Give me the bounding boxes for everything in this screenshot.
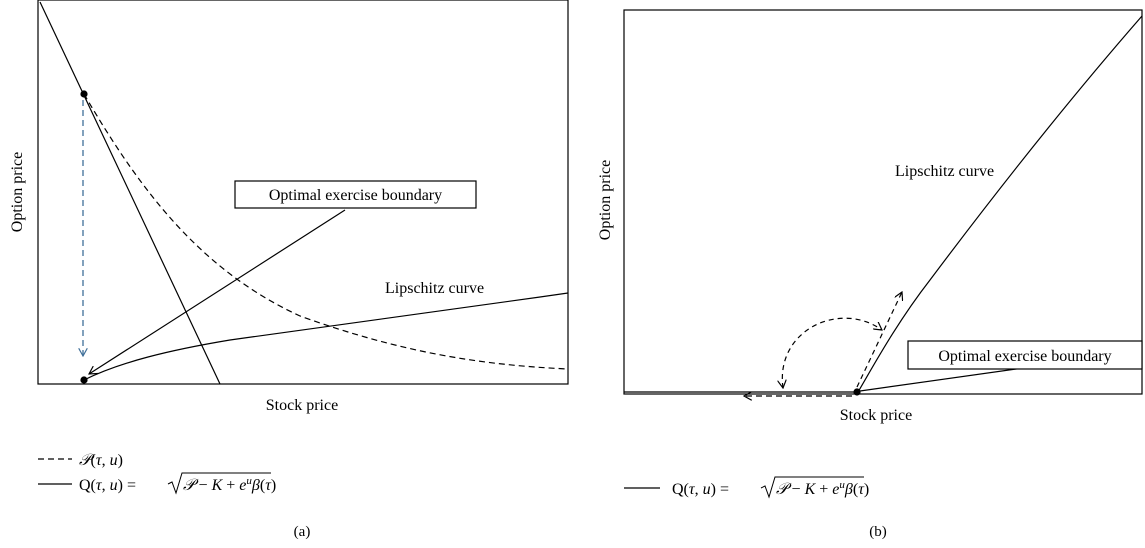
svg-text:𝒫 − K + euβ(τ): 𝒫 − K + euβ(τ) [776, 479, 869, 498]
legend-a-dashed-label: 𝒫(τ, u) [79, 450, 123, 469]
panel-a-frame [37, 0, 569, 385]
svg-text:𝒫 − K + euβ(τ): 𝒫 − K + euβ(τ) [183, 475, 276, 494]
y-axis-label-a: Option price [9, 152, 26, 232]
option-price-dashed-curve [83, 93, 569, 370]
y-axis-label-b: Option price [597, 160, 614, 240]
panel-a: Optimal exercise boundary Lipschitz curv… [9, 0, 569, 414]
dashed-up-arrow [856, 292, 902, 388]
caption-b: (b) [869, 524, 887, 540]
boundary-label-box-b [907, 340, 1143, 370]
bottom-point [80, 376, 88, 384]
boundary-pointer-b [859, 366, 1031, 392]
legend-b-solid-label: Q(τ, u) = 𝒫 − K + euβ(τ) [672, 476, 869, 499]
boundary-pointer-a [89, 209, 346, 374]
steep-line [39, 1, 221, 385]
legend-b: Q(τ, u) = 𝒫 − K + euβ(τ) (b) [624, 476, 887, 540]
svg-text:Q(τ, u) =: Q(τ, u) = [672, 481, 729, 498]
lipschitz-curve-a [83, 292, 569, 381]
boundary-label-box-a [234, 180, 477, 209]
boundary-label-b: Optimal exercise boundary [938, 348, 1111, 365]
x-axis-label-b: Stock price [840, 407, 912, 424]
top-point [80, 90, 88, 98]
lipschitz-curve-b [857, 15, 1143, 393]
panel-b-frame [623, 9, 1143, 395]
x-axis-label-a: Stock price [266, 397, 338, 414]
legend-a: 𝒫(τ, u) Q(τ, u) = 𝒫 − K + euβ(τ) (a) [38, 450, 310, 540]
boundary-label-a: Optimal exercise boundary [269, 187, 442, 204]
panel-b: Optimal exercise boundary Lipschitz curv… [597, 9, 1143, 424]
lipschitz-label-b: Lipschitz curve [895, 163, 994, 180]
boundary-point-b [853, 388, 861, 396]
loop-dashed-arrow [782, 317, 882, 388]
lipschitz-label-a: Lipschitz curve [385, 280, 484, 297]
svg-text:Q(τ, u) =: Q(τ, u) = [79, 477, 136, 494]
caption-a: (a) [294, 524, 311, 540]
legend-a-solid-label: Q(τ, u) = 𝒫 − K + euβ(τ) [79, 472, 276, 495]
